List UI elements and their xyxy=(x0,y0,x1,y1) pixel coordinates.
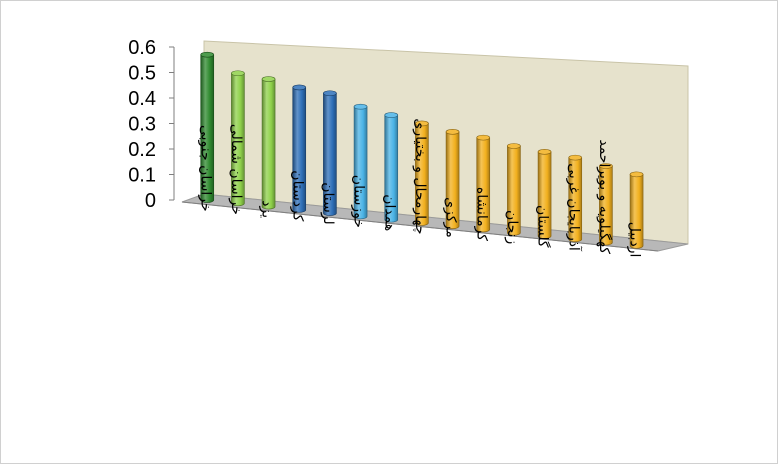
bar-body xyxy=(445,131,460,229)
y-tick-label: 0.5 xyxy=(128,63,156,85)
bar xyxy=(292,84,307,213)
bar xyxy=(415,120,429,226)
bar-body xyxy=(261,78,276,210)
x-axis-line xyxy=(181,201,659,252)
y-tick-label: 0.4 xyxy=(128,88,156,110)
bar-top xyxy=(200,51,215,58)
bar xyxy=(599,163,613,246)
bar-body xyxy=(599,165,613,246)
bar-body xyxy=(568,157,583,243)
x-category-label: خراسان جنوبی xyxy=(197,125,213,212)
bar xyxy=(568,154,583,243)
x-category-label: زنجان xyxy=(504,210,520,244)
bar-top xyxy=(599,163,613,169)
x-category-label: خراسان شمالی xyxy=(228,124,244,215)
y-tick-label: 0.6 xyxy=(128,37,156,59)
bar-body xyxy=(384,114,399,223)
bar-top xyxy=(629,171,644,178)
bar xyxy=(507,143,521,236)
bar xyxy=(445,129,460,229)
bar-top xyxy=(568,154,583,161)
bar xyxy=(476,134,491,233)
bar-body xyxy=(537,151,552,239)
x-category-label: کرمانشاه xyxy=(473,187,489,241)
bar-body xyxy=(476,137,491,233)
bar xyxy=(537,149,552,239)
bar-top xyxy=(476,134,491,141)
bar-top xyxy=(384,112,399,118)
y-tick-label: 0.2 xyxy=(128,139,156,161)
bar xyxy=(353,103,368,220)
bar-top xyxy=(323,90,337,97)
y-tick-label: 0.3 xyxy=(128,114,156,136)
y-tick-label: 0 xyxy=(145,190,156,212)
bar-top xyxy=(415,120,429,127)
bar-top xyxy=(261,76,276,82)
bar-top xyxy=(537,149,552,155)
x-category-label: چهارمحال و بختیاری xyxy=(412,118,428,234)
bar-body xyxy=(415,123,429,226)
x-category-label: گلستان xyxy=(535,205,552,248)
bar-top xyxy=(292,84,307,91)
x-category-label: آذربایجان غربی xyxy=(565,163,582,252)
x-category-label: یزد xyxy=(259,200,275,218)
bar-body xyxy=(629,174,644,249)
bar-top xyxy=(231,70,245,77)
bar-body xyxy=(231,72,245,207)
bar xyxy=(323,90,337,216)
bar-top xyxy=(445,129,460,135)
bar-body xyxy=(323,92,337,216)
bar xyxy=(200,51,215,203)
x-category-label: کردستان xyxy=(289,170,305,221)
bar-body xyxy=(507,145,521,236)
x-category-label: مرکزی xyxy=(443,197,459,238)
bar-top xyxy=(353,103,368,110)
bar xyxy=(261,76,276,210)
bar-top xyxy=(507,143,521,149)
y-tick-label: 0.1 xyxy=(128,165,156,187)
bar-body xyxy=(292,87,307,213)
x-category-label: لرستان xyxy=(320,182,336,225)
x-category-label: خوزستان xyxy=(351,175,367,228)
bar-body xyxy=(353,106,368,220)
x-category-label: همدان xyxy=(381,194,397,231)
bar xyxy=(384,112,399,223)
x-category-label: کهگیلویه و بویراحمد xyxy=(596,139,613,254)
x-category-label: اردبیل xyxy=(627,222,643,258)
bar-body xyxy=(200,54,215,203)
bar xyxy=(231,70,245,207)
bar xyxy=(629,171,644,249)
